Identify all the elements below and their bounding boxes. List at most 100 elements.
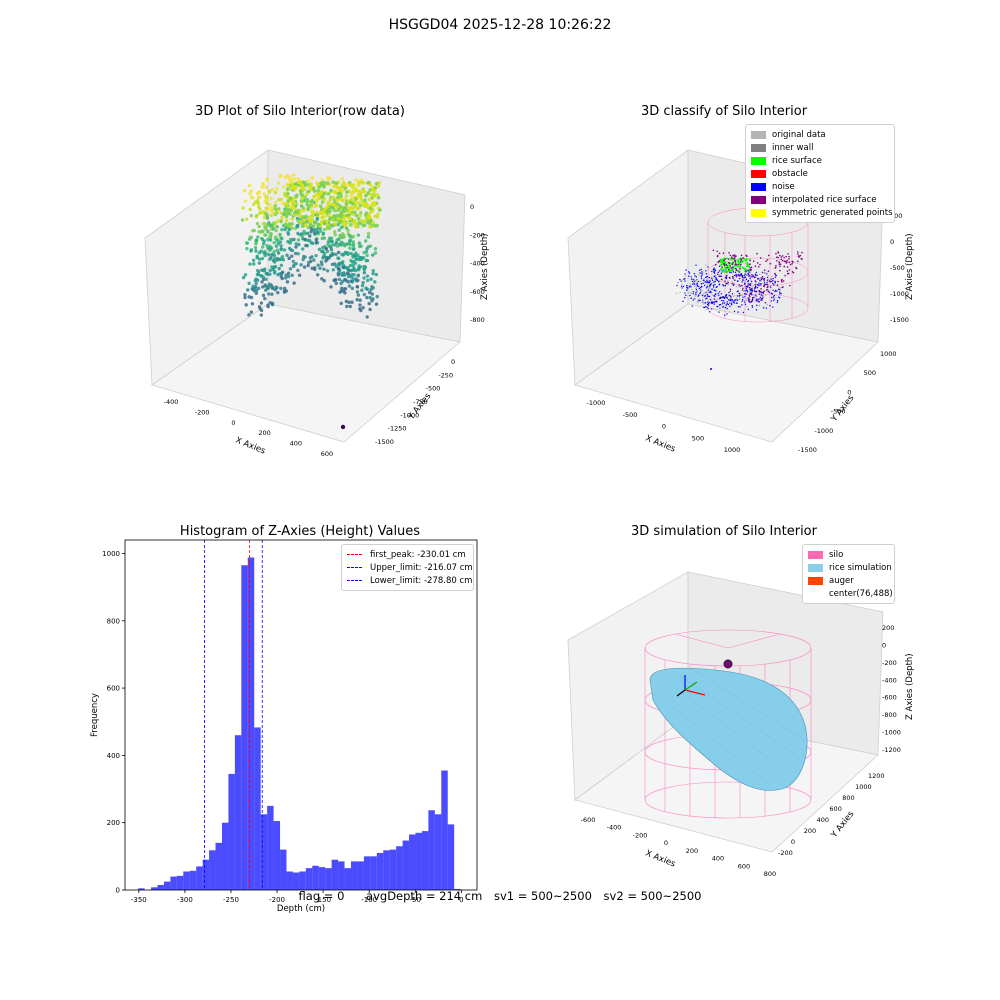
classified-point <box>737 265 740 268</box>
scatter-point <box>364 286 368 290</box>
classified-point <box>767 290 770 293</box>
scatter-point <box>294 242 298 246</box>
histogram-chart[interactable]: -350 -300 -250 -200 -150 -100 -50 0 0 200 400 600 8… <box>0 500 500 920</box>
scatter-point <box>347 284 352 288</box>
scatter-point <box>314 210 319 215</box>
classified-point <box>743 276 746 279</box>
classified-point <box>738 292 740 295</box>
classified-point <box>774 281 777 283</box>
scatter-point <box>341 233 346 237</box>
classified-point <box>758 304 760 306</box>
scatter-point <box>259 273 263 278</box>
classified-point <box>771 275 773 277</box>
histogram-bar <box>376 852 384 890</box>
classified-point <box>779 287 782 289</box>
scatter-point <box>272 253 277 258</box>
classified-point <box>731 257 733 259</box>
scatter-point <box>279 286 283 291</box>
classified-point <box>704 292 706 294</box>
scatter-point <box>241 275 246 280</box>
classified-point <box>747 283 749 285</box>
axis-tick-label: -1000 <box>400 411 419 419</box>
classified-point <box>749 269 752 272</box>
scatter-point <box>259 301 264 305</box>
classified-point <box>702 282 704 285</box>
y-tick-label: 600 <box>107 685 120 693</box>
classify-3d-plot[interactable]: -1000 -500 0 500 1000 1000 500 0 -500 -1000 -1500 5… <box>500 0 1000 500</box>
simulation-auger-axes <box>676 675 706 697</box>
scatter-point <box>364 193 368 198</box>
histogram-bar <box>163 881 171 890</box>
classified-point <box>676 284 678 287</box>
classified-point <box>729 258 732 260</box>
axis-tick-label: 0 <box>470 203 474 211</box>
scatter-point <box>273 190 278 195</box>
scatter-point <box>370 292 374 296</box>
classified-point <box>714 289 716 291</box>
classified-point <box>697 295 699 297</box>
classified-point <box>733 265 736 268</box>
classified-point <box>740 294 743 297</box>
classified-point <box>779 254 781 257</box>
scatter-point <box>354 251 358 255</box>
classified-point <box>684 292 686 294</box>
classified-point <box>718 273 720 275</box>
classified-point <box>708 280 710 282</box>
classified-point <box>726 257 728 260</box>
classified-point <box>774 297 777 299</box>
histogram-bar <box>202 859 210 890</box>
classified-point <box>731 281 734 283</box>
classified-point <box>783 260 786 263</box>
scatter-point <box>279 197 283 202</box>
classified-point <box>755 274 757 277</box>
scatter-point <box>368 221 372 225</box>
classified-point <box>716 254 719 257</box>
classified-point <box>710 296 712 299</box>
classified-point <box>714 284 716 286</box>
scatter-point <box>339 213 344 217</box>
scatter-point <box>345 304 349 309</box>
classified-point <box>760 294 762 296</box>
scatter-point <box>285 174 289 178</box>
scatter-point <box>257 257 262 261</box>
classified-point <box>730 300 733 303</box>
classified-point <box>722 301 725 304</box>
scatter-point <box>355 297 359 302</box>
raw-3d-plot[interactable]: -400 -200 0 200 400 600 0 -250 -500 -750 -1000 -125… <box>0 0 500 500</box>
scatter-point <box>290 273 294 277</box>
classified-point <box>715 290 717 292</box>
classified-point <box>692 293 695 295</box>
scatter-point <box>357 241 362 245</box>
classified-point <box>738 258 740 261</box>
scatter-point <box>266 303 270 307</box>
status-flag: flag = 0 <box>298 889 345 903</box>
legend-label: original data <box>772 129 826 140</box>
legend-swatch <box>751 156 766 165</box>
figure-title: HSGGD04 2025-12-28 10:26:22 <box>388 17 612 33</box>
scatter-point <box>257 261 262 265</box>
scatter-point <box>339 194 343 198</box>
scatter-point <box>322 279 326 283</box>
simulation-3d-plot[interactable]: -600-400-2000200400600800-20002004006008… <box>500 500 1000 880</box>
classified-point <box>700 283 703 285</box>
scatter-point <box>257 251 262 255</box>
classified-point <box>787 253 789 255</box>
classified-point <box>762 292 765 294</box>
chart-title: Histogram of Z-Axies (Height) Values <box>179 524 421 539</box>
classified-point <box>760 284 762 286</box>
scatter-point <box>326 192 331 196</box>
histogram-bar <box>189 870 197 890</box>
scatter-point <box>339 289 343 293</box>
legend-label: Lower_limit: -278.80 cm <box>370 575 473 586</box>
scatter-point <box>311 186 316 191</box>
scatter-point <box>344 226 349 230</box>
classified-point <box>725 269 728 272</box>
classified-point <box>781 286 784 289</box>
scatter-point <box>358 298 362 302</box>
classified-point <box>746 291 749 293</box>
classified-point <box>725 277 728 280</box>
classified-point <box>779 263 782 265</box>
classified-point <box>721 267 723 270</box>
scatter-point <box>247 313 251 317</box>
scatter-point <box>286 271 291 275</box>
